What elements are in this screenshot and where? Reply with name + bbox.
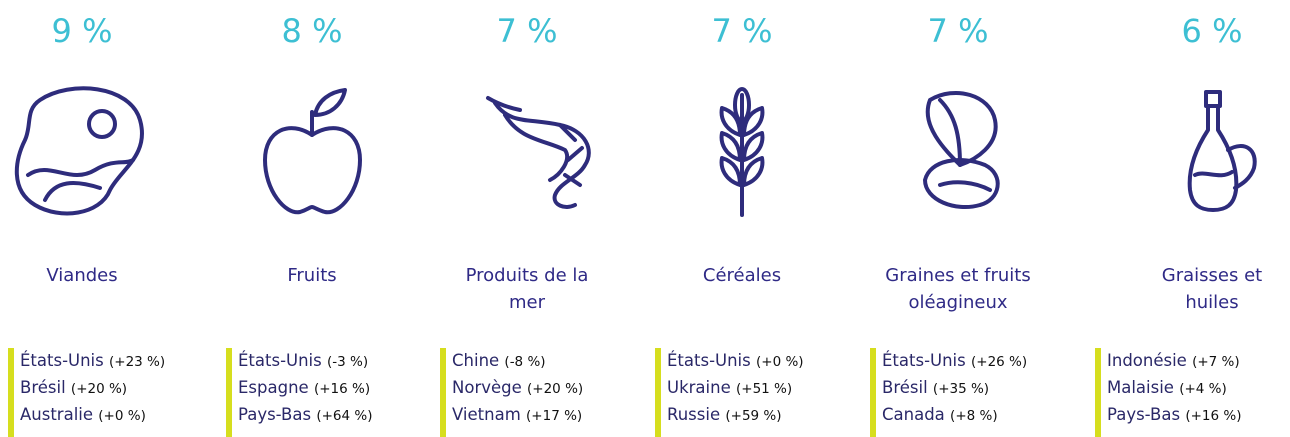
country-row: Malaisie (+4 %) [1107,375,1241,402]
country-name: Pays-Bas [238,405,312,424]
country-name: Chine [452,351,500,370]
label-line: Graines et fruits [885,265,1031,286]
country-row: États-Unis (-3 %) [238,348,372,375]
country-change: (+35 %) [932,381,990,397]
country-change: (-3 %) [327,354,369,370]
country-change: (+8 %) [950,408,998,424]
country-name: Espagne [238,378,309,397]
country-row: Brésil (+35 %) [882,375,1027,402]
country-row: Ukraine (+51 %) [667,375,804,402]
country-row: Pays-Bas (+16 %) [1107,402,1241,429]
nuts-icon [923,90,1000,209]
category-label: Graisses et huiles [1112,262,1290,316]
country-name: États-Unis [667,351,751,370]
country-list: États-Unis (-3 %) Espagne (+16 %) Pays-Bas… [226,348,372,437]
label-line: Fruits [287,265,337,286]
country-name: États-Unis [238,351,322,370]
country-row: Australie (+0 %) [20,402,165,429]
wheat-icon [719,87,765,217]
country-row: Russie (+59 %) [667,402,804,429]
country-list: Chine (-8 %) Norvège (+20 %) Vietnam (+17 … [440,348,583,437]
country-row: Brésil (+20 %) [20,375,165,402]
country-name: Brésil [20,378,66,397]
label-line: huiles [1185,292,1239,313]
country-row: Canada (+8 %) [882,402,1027,429]
country-change: (+64 %) [316,408,373,424]
category-label: Céréales [642,262,842,289]
country-list: Indonésie (+7 %) Malaisie (+4 %) Pays-Bas … [1095,348,1241,437]
category-label: Viandes [0,262,182,289]
country-change: (+17 %) [526,408,583,424]
country-change: (+23 %) [109,354,166,370]
country-row: Chine (-8 %) [452,348,583,375]
country-list: États-Unis (+0 %) Ukraine (+51 %) Russie (… [655,348,804,437]
country-name: Brésil [882,378,928,397]
country-change: (+20 %) [527,381,584,397]
percent: 7 % [496,12,558,50]
category-label: Fruits [212,262,412,289]
percent: 7 % [711,12,773,50]
country-change: (+20 %) [70,381,128,397]
country-name: Ukraine [667,378,731,397]
country-name: Vietnam [452,405,521,424]
category-label: Produits de la mer [427,262,627,316]
country-row: Espagne (+16 %) [238,375,372,402]
label-line: Céréales [702,265,782,286]
meat-icon [14,86,144,216]
country-list: États-Unis (+26 %) Brésil (+35 %) Canada (… [870,348,1027,437]
country-name: Australie [20,405,94,424]
country-change: (+0 %) [98,408,146,424]
label-line: Produits de la [465,265,589,286]
country-change: (+16 %) [1185,408,1242,424]
country-name: Malaisie [1107,378,1174,397]
shrimp-icon [486,96,591,209]
oil-icon [1187,90,1257,212]
icons [14,86,1257,217]
country-name: Russie [667,405,721,424]
country-change: (+51 %) [735,381,793,397]
country-row: États-Unis (+0 %) [667,348,804,375]
country-name: États-Unis [882,351,966,370]
country-change: (+7 %) [1192,354,1240,370]
country-list: États-Unis (+23 %) Brésil (+20 %) Australi… [8,348,165,437]
country-name: Pays-Bas [1107,405,1181,424]
country-change: (+26 %) [971,354,1028,370]
country-row: Vietnam (+17 %) [452,402,583,429]
percent: 7 % [927,12,989,50]
country-name: États-Unis [20,351,104,370]
country-name: Canada [882,405,945,424]
country-row: Pays-Bas (+64 %) [238,402,372,429]
apple-icon [263,88,362,215]
country-row: États-Unis (+26 %) [882,348,1027,375]
label-line: Viandes [46,265,118,286]
country-change: (-8 %) [504,354,546,370]
country-change: (+0 %) [756,354,804,370]
country-row: Indonésie (+7 %) [1107,348,1241,375]
percent: 9 % [51,12,113,50]
country-row: États-Unis (+23 %) [20,348,165,375]
country-change: (+16 %) [313,381,371,397]
country-row: Norvège (+20 %) [452,375,583,402]
label-line: Graisses et [1161,265,1263,286]
country-name: Norvège [452,378,522,397]
country-name: Indonésie [1107,351,1187,370]
category-label: Graines et fruits oléagineux [858,262,1058,316]
label-line: mer [508,292,545,313]
country-change: (+4 %) [1179,381,1227,397]
percent: 8 % [281,12,343,50]
percent: 6 % [1181,12,1243,50]
label-line: oléagineux [908,292,1008,313]
country-change: (+59 %) [725,408,782,424]
